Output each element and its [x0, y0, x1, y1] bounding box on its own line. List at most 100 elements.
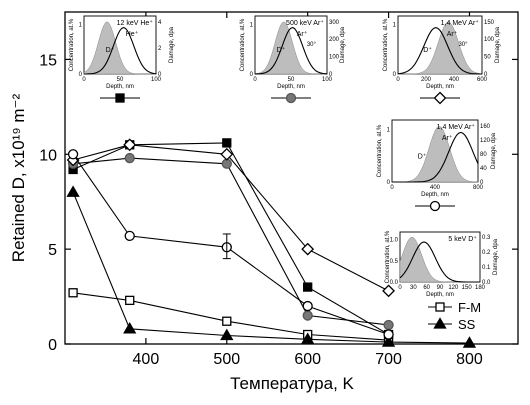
data-point: [301, 332, 315, 344]
inset-x-tick-label: 100: [322, 77, 333, 83]
inset-ion-label: 1,4 MeV Ar⁺: [437, 123, 476, 131]
y-axis-title: Retained D, x10¹⁹ m⁻²: [9, 93, 28, 262]
inset-species-label: Ar⁺: [297, 30, 308, 38]
data-point: [302, 300, 313, 312]
inset-species-label: D⁺: [423, 46, 432, 54]
inset-damage-curve: [397, 27, 482, 75]
data-point: [66, 185, 80, 197]
series-line: [72, 191, 470, 344]
inset-x-tick-label: 0: [398, 285, 402, 291]
data-point: [303, 282, 313, 292]
series-filled-circle: [67, 152, 394, 331]
data-point: [382, 284, 395, 298]
data-point: [123, 138, 137, 152]
inset-x-tick-label: 180: [475, 285, 486, 291]
x-tick-label: 400: [133, 351, 160, 368]
inset-x-tick-label: 0: [396, 77, 400, 83]
data-series: [66, 138, 477, 348]
inset-x-tick-label: 0: [390, 185, 394, 191]
inset-y-axis-title: Concentration, at.%: [383, 18, 389, 71]
legend-marker: [433, 317, 447, 329]
series-open-circle: [67, 149, 394, 340]
inset-x-axis-title: Depth, nm: [277, 84, 305, 90]
inset-y-tick-label: 1: [79, 23, 83, 29]
inset-right-tick-label: 50: [484, 55, 491, 61]
data-point: [301, 242, 315, 256]
inset-x-tick-label: 800: [473, 185, 484, 191]
inset-right-axis-title: Damage, dpa: [491, 132, 497, 169]
inset-right-axis-title: Damage, dpa: [340, 26, 346, 63]
inset-damage-curve: [392, 131, 479, 183]
series-SS: [66, 185, 477, 348]
inset-x-tick-label: 30: [410, 285, 417, 291]
data-point: [381, 335, 396, 347]
inset-y-tick-label: 1: [250, 23, 254, 29]
data-point: [383, 319, 394, 331]
x-axis-title: Температура, K: [230, 374, 354, 393]
data-point: [124, 230, 135, 242]
inset-right-tick-label: 0.3: [482, 235, 491, 241]
inset-ar14b: 1,4 MeV Ar⁺Ar⁺D⁺0 400 8000104080120160Dept…: [377, 119, 497, 212]
inset-x-tick-label: 0: [82, 77, 86, 83]
inset-ion-label: 5 keV D⁺: [448, 235, 477, 243]
y-tick-label: 0: [48, 337, 57, 354]
inset-species-label: Ar⁺: [447, 30, 458, 38]
plot-frame: [64, 11, 519, 345]
inset-right-tick-label: 80: [480, 152, 487, 158]
inset-right-tick-label: 300: [329, 20, 340, 26]
data-point: [383, 329, 394, 340]
inset-x-axis-title: Depth, nm: [426, 84, 454, 90]
inset-x-axis-title: Depth, nm: [106, 84, 134, 90]
inset-x-tick-label: 50: [288, 77, 295, 83]
inset-shaded-profile: [254, 21, 327, 75]
inset-x-tick-label: 150: [462, 285, 473, 291]
data-point: [220, 328, 234, 341]
inset-y-tick-label: 1: [387, 127, 391, 133]
inset-right-tick-label: 2: [158, 46, 162, 52]
inset-right-tick-label: 0: [480, 180, 484, 186]
inset-damage-curve: [255, 27, 328, 75]
inset-y-tick-label: 0: [79, 72, 83, 78]
inset-damage-curve: [84, 27, 157, 75]
inset-right-axis-title: Damage, dpa: [495, 26, 501, 63]
inset-right-tick-label: 0: [329, 72, 333, 78]
inset-y-axis-title: Concentration, at.%: [69, 18, 75, 71]
data-point: [222, 138, 232, 148]
inset-damage-curve: [399, 241, 480, 283]
inset-key-marker: [115, 93, 125, 103]
y-tick-label: 15: [39, 52, 57, 69]
inset-right-axis-title: Damage, dpa: [169, 26, 175, 63]
y-tick-label: 5: [48, 242, 57, 259]
inset-right-tick-label: 160: [480, 124, 491, 130]
inset-angle-label: 30°: [458, 42, 468, 48]
legend-marker: [435, 302, 445, 312]
series-open-diamond: [66, 138, 395, 298]
x-tick-label: 600: [294, 351, 321, 368]
inset-x-axis-title: Depth, nm: [426, 292, 454, 298]
inset-x-tick-label: 600: [477, 77, 488, 83]
data-point: [67, 149, 79, 160]
legend-label: SS: [458, 317, 476, 332]
inset-right-tick-label: 4: [158, 20, 162, 26]
inset-species-label: D⁺: [418, 152, 427, 160]
inset-ar14a: 1,4 MeV Ar⁺Ar⁺D⁺30°0 200 400 60001050100150…: [383, 15, 501, 105]
inset-y-tick-label: 0.5: [390, 259, 399, 265]
legend: F-M SS: [428, 300, 481, 332]
legend-label: F-M: [458, 300, 481, 315]
data-point: [125, 295, 135, 306]
inset-right-tick-label: 100: [329, 55, 340, 61]
inset-y-tick-label: 0: [387, 180, 391, 186]
x-tick-label: 500: [213, 351, 240, 368]
inset-right-tick-label: 120: [480, 138, 491, 144]
inset-key-marker: [429, 200, 441, 212]
inset-x-tick-label: 400: [449, 77, 460, 83]
x-tick-label: 700: [375, 351, 402, 368]
inset-x-tick-label: 90: [437, 285, 444, 291]
inset-y-tick-label: 0: [250, 72, 254, 78]
data-point: [124, 152, 135, 164]
inset-right-axis-title: Damage, dpa: [493, 238, 499, 275]
inset-y-tick-label: 1.0: [390, 238, 399, 244]
inset-shaded-profile: [398, 21, 483, 75]
